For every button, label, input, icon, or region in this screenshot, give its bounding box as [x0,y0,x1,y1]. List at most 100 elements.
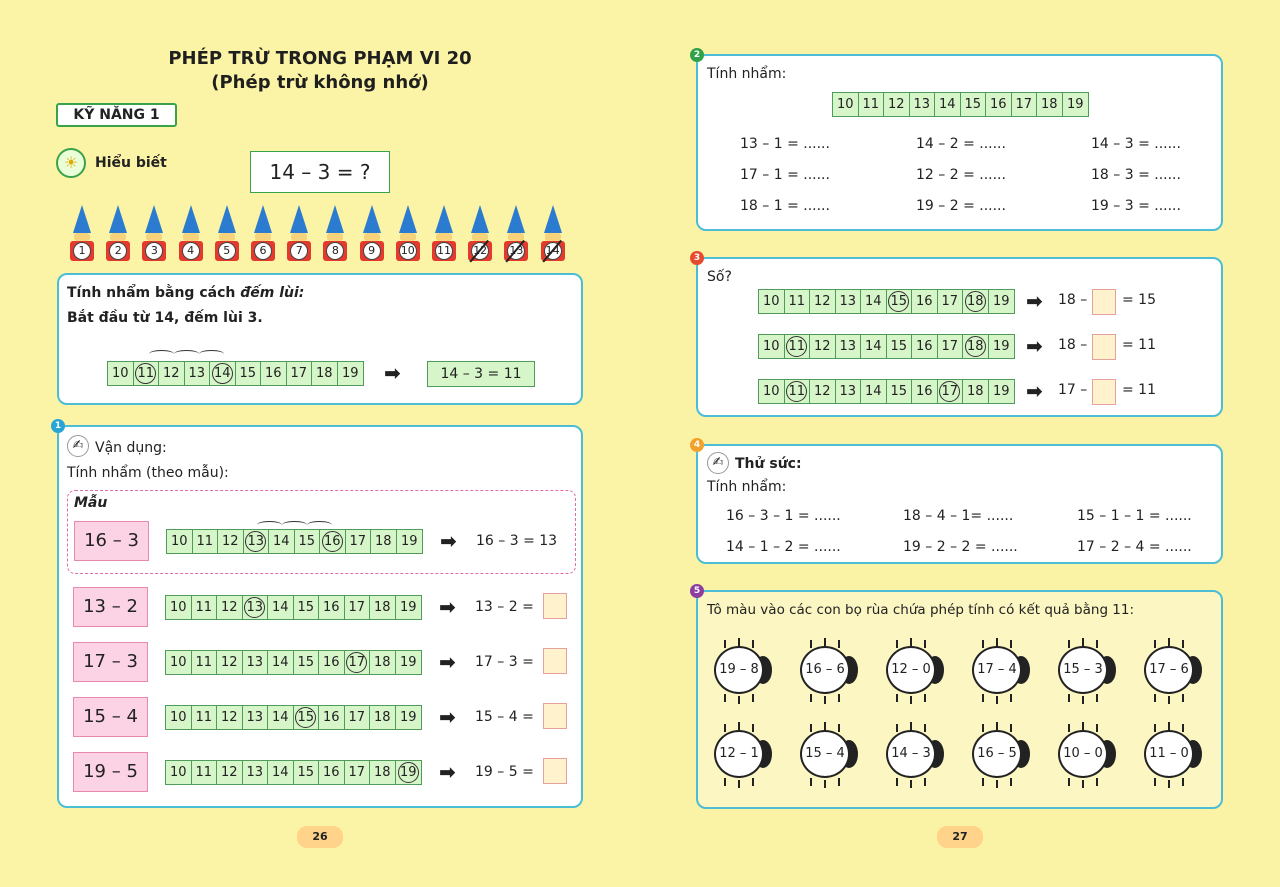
gnome: 7 [287,205,312,261]
number-value: 14 [271,600,289,615]
counting-line1-text: Tính nhẩm bằng cách [67,285,236,301]
gnome-number: 10 [398,242,417,260]
number-value: 15 [890,384,908,399]
number-value: 14 [271,710,289,725]
ladybug-leg [724,778,726,786]
counting-result: 14 – 3 = 11 [427,361,535,387]
ladybug[interactable]: 16 – 6 [796,638,860,704]
number-cell: 17 [346,530,371,553]
exercise-item: 14 – 1 – 2 = ...... [726,539,841,555]
ladybug-leg [824,722,826,730]
number-value: 19 [1066,97,1084,112]
number-value: 19 [992,339,1010,354]
ladybug-leg [1082,638,1084,646]
number-value: 19 [992,384,1010,399]
number-cell: 14 [210,362,236,385]
hat-icon [398,205,417,233]
number-value: 19 [399,710,417,725]
exercise-4-title: Thử sức: [735,456,802,472]
answer-input[interactable] [543,703,567,729]
ladybug[interactable]: 15 – 3 [1054,638,1118,704]
answer-input[interactable] [543,593,567,619]
gnome-number: 8 [326,242,345,260]
number-value: 18 [373,765,391,780]
ladybug-leg [910,696,912,704]
ladybug-leg [738,696,740,704]
number-value: 19 [341,366,359,381]
number-cell: 18 [963,335,989,358]
ladybug[interactable]: 10 – 0 [1054,722,1118,788]
ladybug[interactable]: 11 – 0 [1140,722,1204,788]
ladybug[interactable]: 12 – 0 [882,638,946,704]
number-value: 18 [374,534,392,549]
ladybug[interactable]: 19 – 8 [710,638,774,704]
row-left: 18 – [1058,337,1088,353]
number-cell: 19 [989,290,1015,313]
number-value: 19 [399,655,417,670]
ladybug[interactable]: 16 – 5 [968,722,1032,788]
number-value: 14 [938,97,956,112]
gnome-body: 4 [178,241,203,261]
ladybug[interactable]: 14 – 3 [882,722,946,788]
number-cell: 17 [938,335,963,358]
exercise-item: 16 – 3 – 1 = ...... [726,508,841,524]
ladybug-leg [1096,640,1098,648]
ladybug-leg [1182,778,1184,786]
ladybug-leg [1168,780,1170,788]
ladybug-leg [1154,724,1156,732]
arrow-icon: ➡ [439,760,456,784]
number-value: 16 [915,384,933,399]
number-cell: 15 [887,335,912,358]
page-number: 26 [297,826,343,848]
number-value: 18 [1040,97,1058,112]
number-value: 11 [196,534,214,549]
number-value: 15 [890,339,908,354]
ladybug-leg [982,778,984,786]
ladybug-leg [910,780,912,788]
ladybug[interactable]: 17 – 6 [1140,638,1204,704]
arrow-icon: ➡ [440,529,457,553]
ladybug-leg [996,780,998,788]
example-expression: 16 – 3 [74,521,149,561]
answer-input[interactable] [543,758,567,784]
exercise-2-box: 2 Tính nhẩm: 10 11 12 13 14 15 16 17 18 19 13 – 1… [690,48,1223,231]
number-cell: 19 [396,596,422,619]
number-value: 16 [321,531,343,552]
number-value: 18 [964,336,986,357]
answer-input[interactable] [1092,379,1116,405]
arrow-icon: ➡ [1026,289,1043,313]
gnome-body: 1 [70,241,94,261]
number-cell: 13 [244,530,269,553]
ladybug-leg [1154,778,1156,786]
number-cell: 10 [759,290,785,313]
ladybug-leg [724,724,726,732]
ladybug[interactable]: 17 – 4 [968,638,1032,704]
number-cell: 10 [759,380,785,403]
ladybug-leg [996,696,998,704]
number-cell: 14 [935,93,961,116]
number-value: 17 [348,765,366,780]
number-cell: 16 [319,651,345,674]
ladybug-leg [1010,724,1012,732]
ladybug[interactable]: 15 – 4 [796,722,860,788]
ladybug[interactable]: 12 – 1 [710,722,774,788]
number-line: 10 11 12 13 14 15 16 17 18 19 [758,289,1015,314]
number-cell: 16 [912,380,938,403]
number-value: 19 [399,600,417,615]
arrow-icon: ➡ [1026,334,1043,358]
answer-input[interactable] [1092,334,1116,360]
number-cell: 18 [312,362,338,385]
number-cell: 17 [345,651,370,674]
number-cell: 11 [134,362,159,385]
gnome: 9 [359,205,384,261]
number-cell: 12 [810,290,836,313]
number-value: 18 [373,655,391,670]
answer-input[interactable] [543,648,567,674]
number-line: 10 11 12 13 14 15 16 17 18 19 [107,361,364,386]
ladybug-leg [924,778,926,786]
number-value: 10 [762,294,780,309]
gnome-body: 6 [251,241,275,261]
answer-input[interactable] [1092,289,1116,315]
ladybug-leg [824,780,826,788]
exercise-4-subtitle: Tính nhẩm: [707,479,787,495]
